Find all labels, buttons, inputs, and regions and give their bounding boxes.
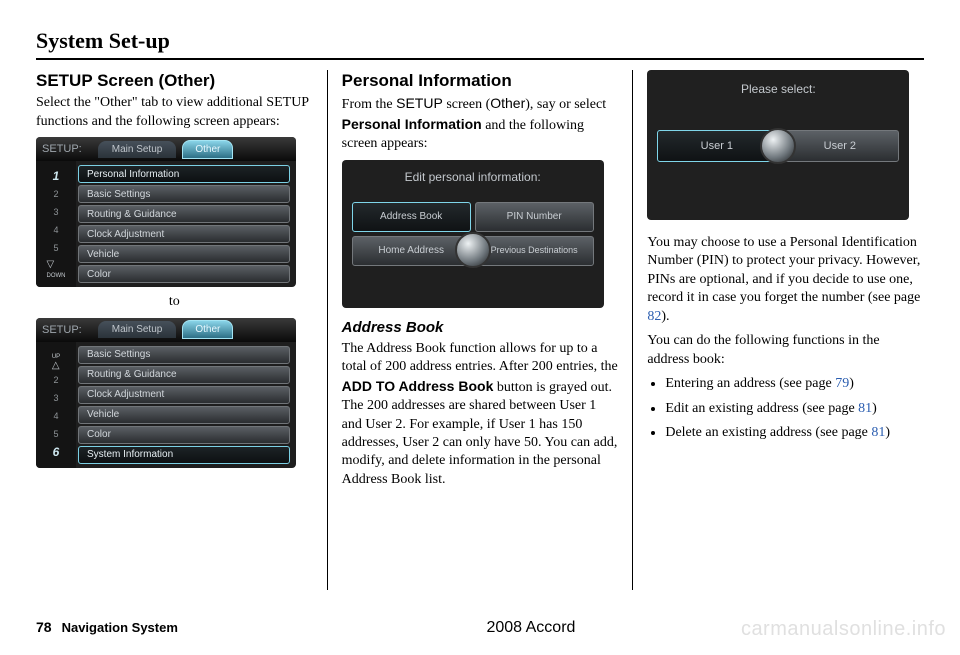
please-select-header: Please select: bbox=[647, 70, 909, 98]
row-num: 4 bbox=[53, 222, 58, 239]
title-rule bbox=[36, 58, 924, 60]
page-link-81[interactable]: 81 bbox=[871, 425, 885, 440]
edit-header: Edit personal information: bbox=[342, 160, 604, 186]
dial-icon[interactable] bbox=[455, 232, 491, 268]
tab-main-setup[interactable]: Main Setup bbox=[98, 321, 177, 338]
columns: SETUP Screen (Other) Select the "Other" … bbox=[36, 70, 924, 590]
page-link-79[interactable]: 79 bbox=[835, 376, 849, 391]
tab-main-setup[interactable]: Main Setup bbox=[98, 141, 177, 158]
page-number: 78 bbox=[36, 619, 52, 635]
row-num: 4 bbox=[53, 408, 58, 425]
row-num: 6 bbox=[53, 444, 60, 461]
menu-row-routing-guidance[interactable]: Routing & Guidance bbox=[78, 366, 290, 384]
column-middle: Personal Information From the SETUP scre… bbox=[328, 70, 634, 590]
menu-row-system-information[interactable]: System Information bbox=[78, 446, 290, 464]
previous-destinations-button[interactable]: Previous Destinations bbox=[475, 236, 594, 266]
knob-column: UP△ 2 3 4 5 6 bbox=[36, 342, 76, 468]
tab-other[interactable]: Other bbox=[182, 320, 233, 339]
menu-row-personal-information[interactable]: Personal Information bbox=[78, 165, 290, 183]
menu-row-vehicle[interactable]: Vehicle bbox=[78, 245, 290, 263]
up-arrow-icon[interactable]: UP△ bbox=[52, 351, 60, 371]
user-2-button[interactable]: User 2 bbox=[780, 130, 899, 162]
row-num: 2 bbox=[53, 186, 58, 203]
user-1-button[interactable]: User 1 bbox=[657, 130, 776, 162]
address-book-subheading: Address Book bbox=[342, 318, 619, 338]
setup-label: SETUP: bbox=[42, 142, 82, 157]
setup-screenshot-1: SETUP: Main Setup Other 1 2 3 4 5 ▽DOWN … bbox=[36, 137, 296, 287]
page-link-81[interactable]: 81 bbox=[858, 401, 872, 416]
functions-intro: You can do the following functions in th… bbox=[647, 332, 924, 369]
page-link-82[interactable]: 82 bbox=[647, 309, 661, 324]
pin-number-button[interactable]: PIN Number bbox=[475, 202, 594, 232]
row-num: 5 bbox=[53, 240, 58, 257]
page-title: System Set-up bbox=[36, 28, 924, 54]
menu-row-clock-adjustment[interactable]: Clock Adjustment bbox=[78, 386, 290, 404]
menu-row-color[interactable]: Color bbox=[78, 265, 290, 283]
row-num: 2 bbox=[53, 372, 58, 389]
address-book-button[interactable]: Address Book bbox=[352, 202, 471, 232]
column-left: SETUP Screen (Other) Select the "Other" … bbox=[36, 70, 328, 590]
row-num: 5 bbox=[53, 426, 58, 443]
list-item: Delete an existing address (see page 81) bbox=[665, 424, 924, 442]
setup-screen-heading: SETUP Screen (Other) bbox=[36, 70, 313, 92]
row-num: 3 bbox=[53, 390, 58, 407]
edit-personal-info-screenshot: Edit personal information: Address Book … bbox=[342, 160, 604, 308]
to-separator: to bbox=[36, 293, 313, 311]
column-right: Please select: User 1 User 2 You may cho… bbox=[633, 70, 924, 590]
down-arrow-icon[interactable]: ▽DOWN bbox=[47, 260, 66, 280]
please-select-screenshot: Please select: User 1 User 2 bbox=[647, 70, 909, 220]
personal-info-intro: From the SETUP screen (Other), say or se… bbox=[342, 94, 619, 153]
home-address-button[interactable]: Home Address bbox=[352, 236, 471, 266]
personal-info-heading: Personal Information bbox=[342, 70, 619, 92]
row-num: 3 bbox=[53, 204, 58, 221]
menu-row-routing-guidance[interactable]: Routing & Guidance bbox=[78, 205, 290, 223]
pin-paragraph: You may choose to use a Personal Identif… bbox=[647, 234, 924, 326]
list-item: Edit an existing address (see page 81) bbox=[665, 400, 924, 418]
setup-screenshot-2: SETUP: Main Setup Other UP△ 2 3 4 5 6 Ba… bbox=[36, 318, 296, 468]
knob-column: 1 2 3 4 5 ▽DOWN bbox=[36, 161, 76, 287]
menu-row-vehicle[interactable]: Vehicle bbox=[78, 406, 290, 424]
watermark: carmanualsonline.info bbox=[741, 618, 946, 641]
menu-row-color[interactable]: Color bbox=[78, 426, 290, 444]
tab-other[interactable]: Other bbox=[182, 140, 233, 159]
setup-label: SETUP: bbox=[42, 323, 82, 338]
address-book-text: The Address Book function allows for up … bbox=[342, 340, 619, 490]
functions-list: Entering an address (see page 79) Edit a… bbox=[647, 375, 924, 442]
section-label: Navigation System bbox=[62, 620, 178, 635]
row-num: 1 bbox=[53, 168, 60, 185]
menu-row-basic-settings[interactable]: Basic Settings bbox=[78, 346, 290, 364]
list-item: Entering an address (see page 79) bbox=[665, 375, 924, 393]
setup-screen-intro: Select the "Other" tab to view additiona… bbox=[36, 94, 313, 131]
menu-row-basic-settings[interactable]: Basic Settings bbox=[78, 185, 290, 203]
model-year: 2008 Accord bbox=[486, 619, 575, 637]
menu-row-clock-adjustment[interactable]: Clock Adjustment bbox=[78, 225, 290, 243]
